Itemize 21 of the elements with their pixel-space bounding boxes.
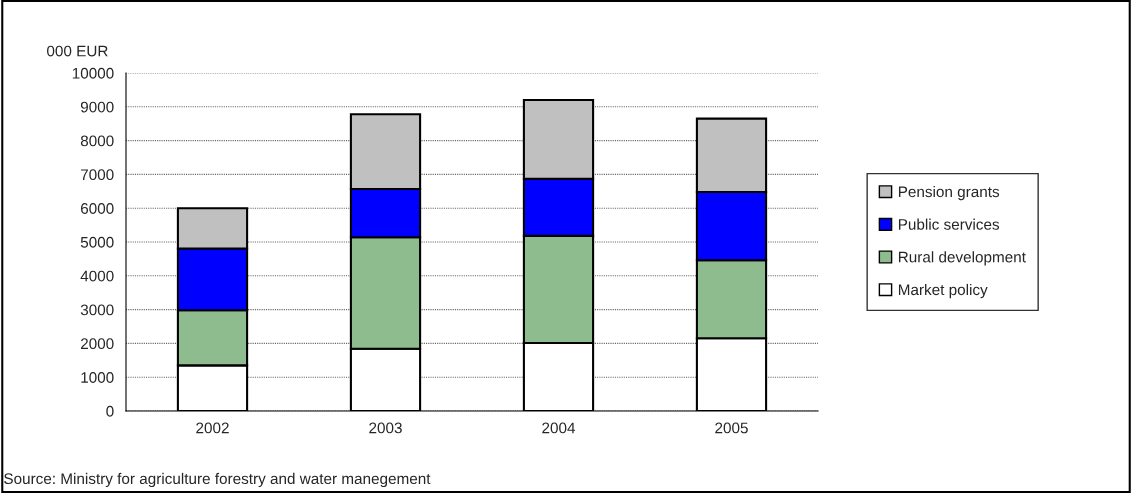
y-tick-label: 3000 [80,304,114,316]
y-tick-label: 8000 [80,135,114,147]
source-note: Source: Ministry for agriculture forestry and water manegement [4,472,431,488]
y-tick-label: 9000 [80,101,114,113]
legend-label: Public services [898,218,1000,230]
y-tick-label: 0 [106,405,114,417]
x-tick-label: 2004 [542,422,576,434]
y-tick-label: 4000 [80,270,114,282]
legend-label: Rural development [898,251,1026,266]
y-tick-label: 2000 [80,338,114,350]
x-tick-label: 2002 [196,422,229,434]
y-tick-label: 1000 [81,372,114,383]
x-tick-label: 2003 [369,422,402,434]
y-tick-label: 6000 [80,203,114,214]
y-tick-label: 10000 [72,67,114,79]
legend-label: Market policy [898,283,988,299]
x-tick-label: 2005 [715,422,748,434]
y-axis-title: 000 EUR [47,45,108,57]
y-tick-label: 7000 [80,169,114,181]
y-tick-label: 5000 [80,236,114,248]
legend-label: Pension grants [898,185,1000,201]
